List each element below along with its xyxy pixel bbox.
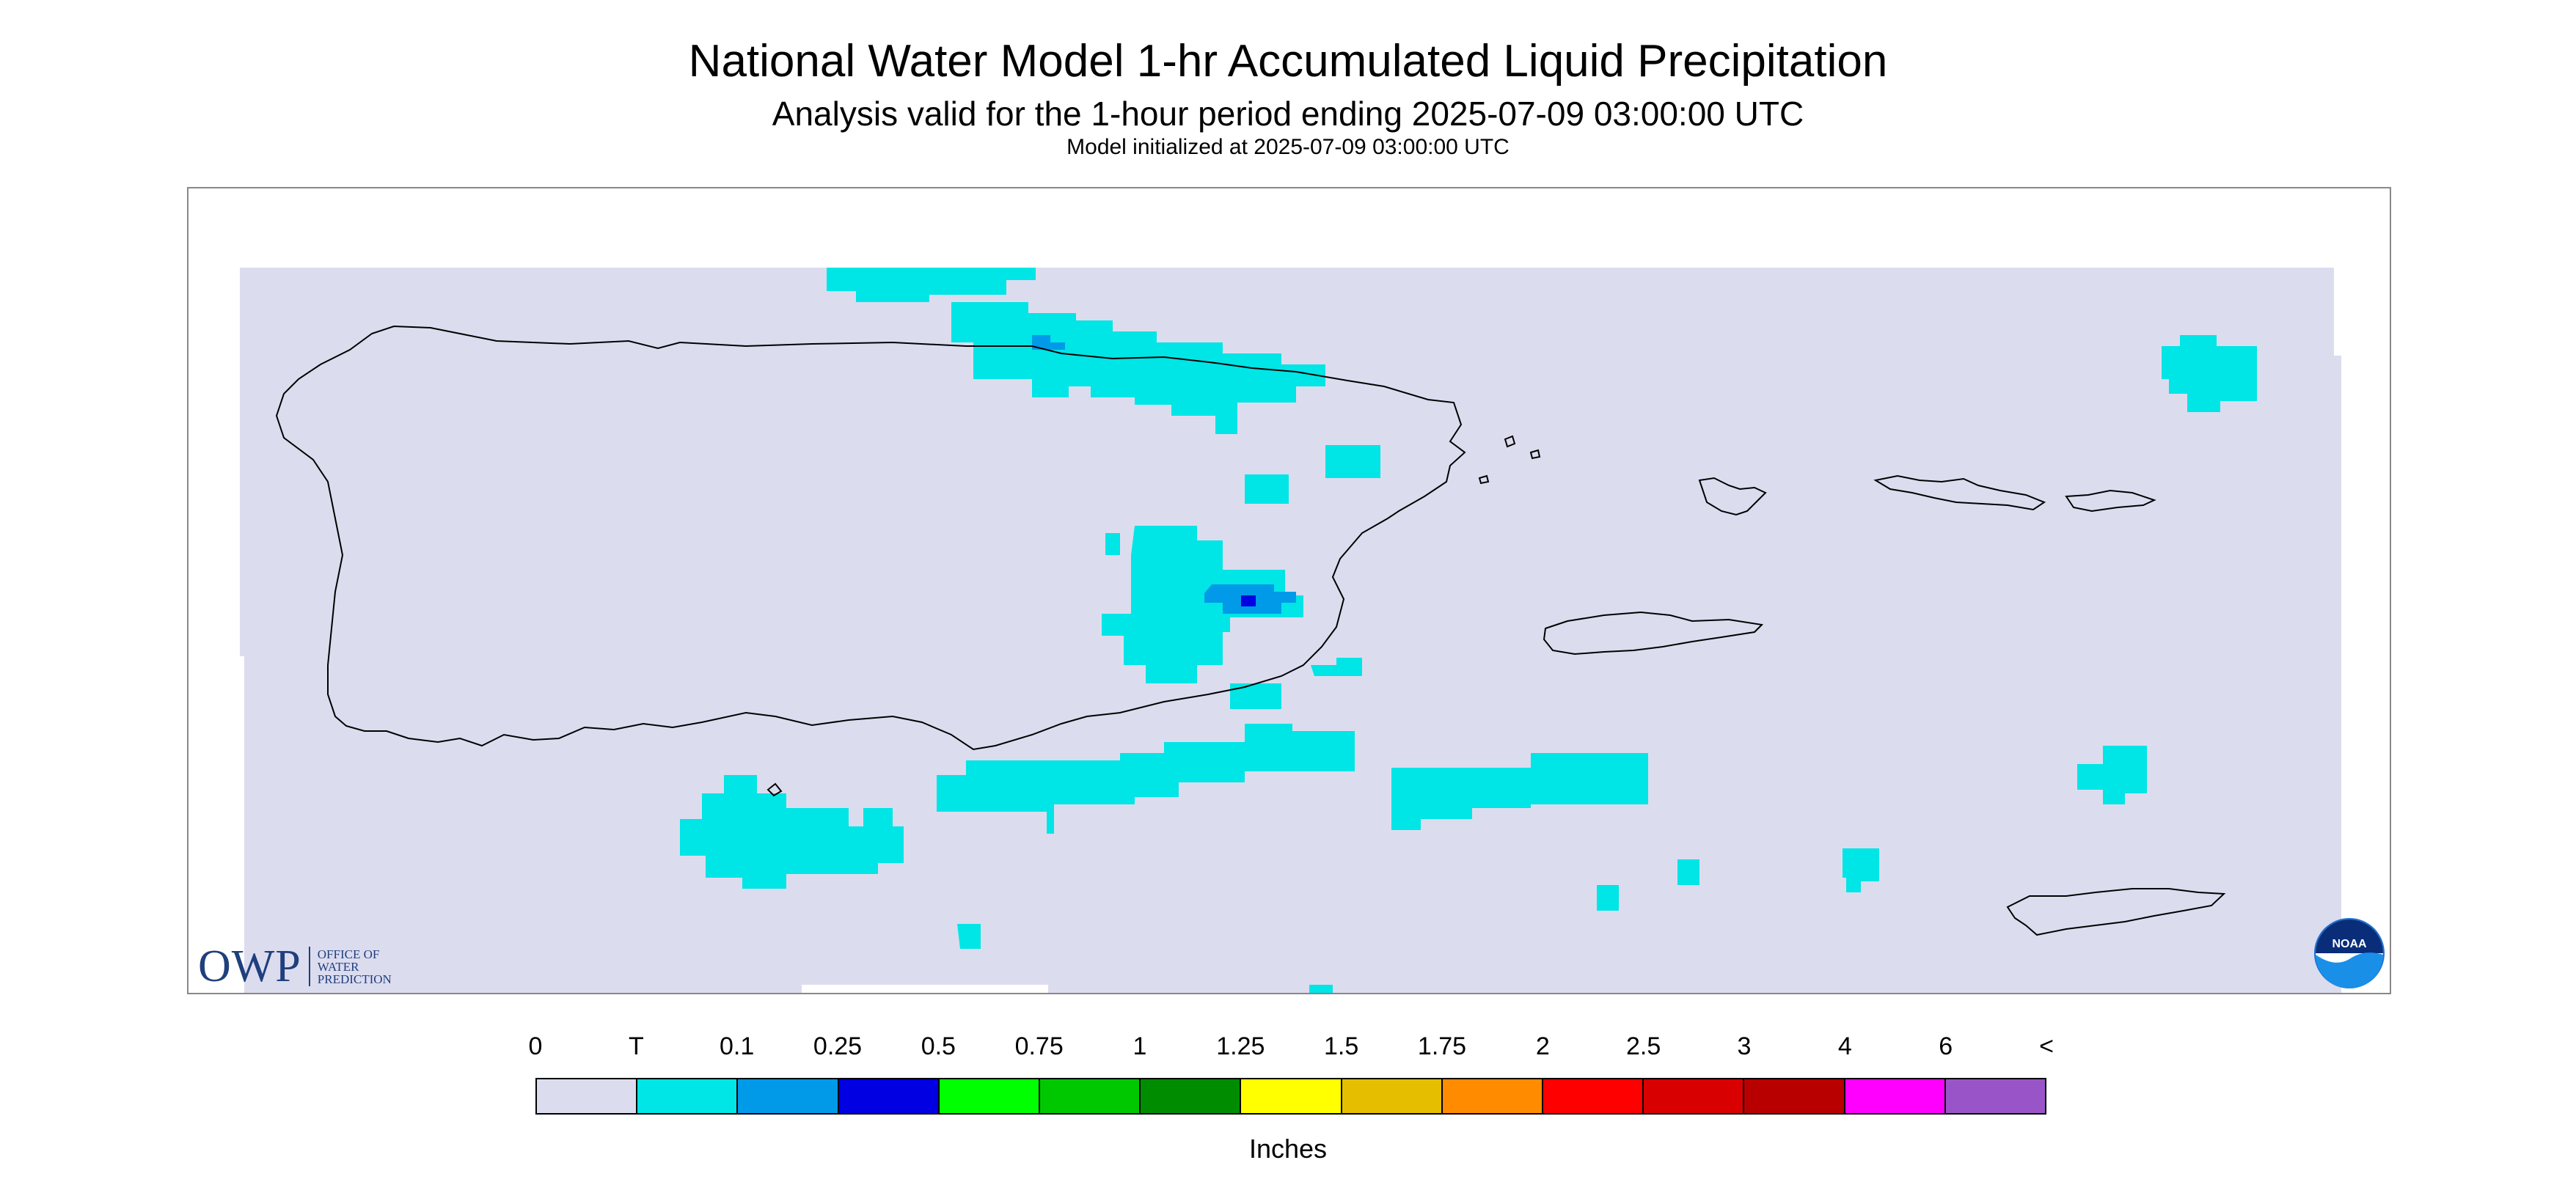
owp-logo-divider [308, 947, 310, 986]
map-panel [187, 187, 2391, 994]
legend-tick-label: < [2039, 1032, 2054, 1060]
st-croix-coast [2006, 888, 2226, 936]
legend-swatch [1141, 1079, 1242, 1113]
model-init-text: Model initialized at 2025-07-09 03:00:00… [1066, 135, 1510, 159]
legend-tick-label: 1 [1133, 1032, 1147, 1060]
legend-swatch [1744, 1079, 1845, 1113]
legend-units: Inches [1248, 1134, 1328, 1164]
legend-swatch [939, 1079, 1041, 1113]
legend-tick-label: 6 [1939, 1032, 1953, 1060]
map-title: National Water Model 1-hr Accumulated Li… [688, 36, 1888, 87]
legend-tick-label: 1.5 [1324, 1032, 1359, 1060]
owp-logo-text: OFFICE OF WATER PREDICTION [317, 947, 392, 986]
legend-tick-label: 0.1 [720, 1032, 755, 1060]
noaa-logo-text: NOAA [2332, 938, 2367, 950]
legend-swatch [838, 1079, 940, 1113]
cays-coast [766, 435, 1541, 797]
legend-swatch [1543, 1079, 1644, 1113]
precip-0.25-areas [1241, 595, 1256, 606]
legend-tick-label: 0.25 [813, 1032, 863, 1060]
owp-logo-mark: OWP [198, 941, 301, 991]
st-john-coast [2065, 489, 2156, 513]
legend-tick-label: 0 [528, 1032, 543, 1060]
legend-colorbar [535, 1078, 2046, 1115]
precip-trace-areas [680, 268, 2257, 993]
coastlines [275, 325, 2226, 936]
legend-tick-label: 3 [1737, 1032, 1752, 1060]
legend-swatch [1442, 1079, 1544, 1113]
legend-tick-label: 2.5 [1626, 1032, 1661, 1060]
owp-logo: OWP OFFICE OF WATER PREDICTION [198, 941, 392, 991]
legend-swatch [1342, 1079, 1443, 1113]
legend-tick-label: T [628, 1032, 644, 1060]
legend-swatch [1845, 1079, 1946, 1113]
precipitation-map [240, 268, 2341, 993]
legend-tick-label: 1.75 [1417, 1032, 1467, 1060]
legend-swatch [1040, 1079, 1141, 1113]
legend-swatch [738, 1079, 839, 1113]
legend-swatch [1945, 1079, 2046, 1113]
legend-tick-label: 1.25 [1216, 1032, 1265, 1060]
puerto-rico-coast [275, 325, 1466, 751]
noaa-logo: NOAA [2314, 918, 2385, 988]
legend-tick-label: 0.5 [921, 1032, 956, 1060]
legend-swatch [1644, 1079, 1745, 1113]
st-thomas-coast [1873, 474, 2046, 511]
legend-swatch [637, 1079, 739, 1113]
legend-tick-label: 2 [1535, 1032, 1550, 1060]
legend-swatch [537, 1079, 638, 1113]
vieques-coast [1543, 611, 1764, 656]
culebra-coast [1698, 477, 1767, 516]
legend-swatch [1241, 1079, 1342, 1113]
legend-tick-label: 0.75 [1014, 1032, 1064, 1060]
legend-tick-label: 4 [1837, 1032, 1852, 1060]
map-subtitle: Analysis valid for the 1-hour period end… [772, 95, 1804, 133]
